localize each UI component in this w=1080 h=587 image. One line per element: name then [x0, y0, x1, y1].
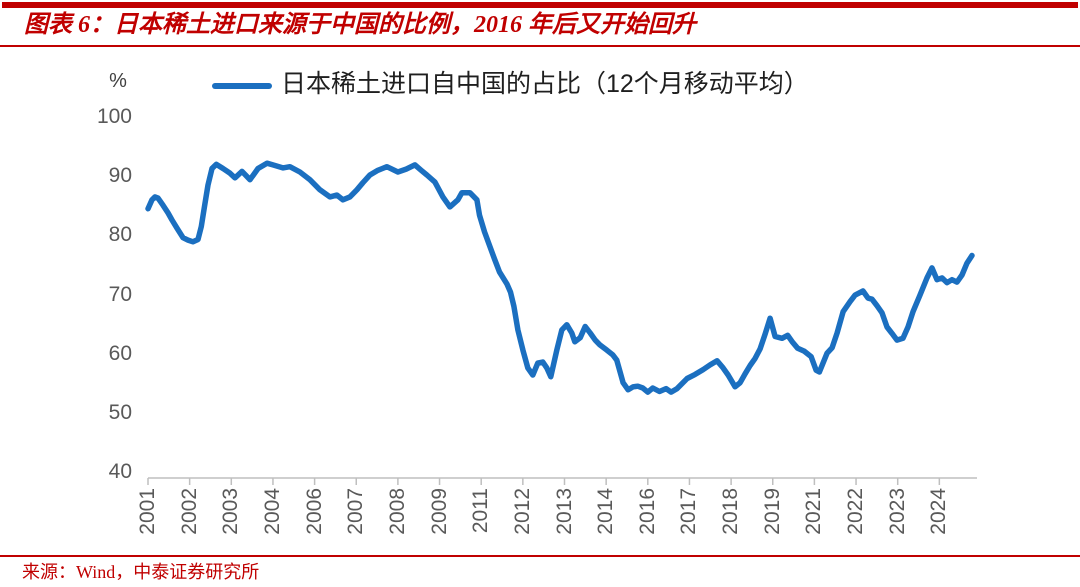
- y-tick-label-100: 100: [96, 105, 132, 128]
- x-tick-label-2024: 2024: [927, 488, 951, 535]
- x-tick-label-2021: 2021: [802, 488, 826, 535]
- x-tick-label-2014: 2014: [594, 488, 618, 535]
- x-tick-label-2023: 2023: [885, 488, 909, 535]
- x-tick-label-2002: 2002: [177, 488, 201, 535]
- x-tick-label-2011: 2011: [469, 488, 493, 534]
- x-tick-label-2008: 2008: [385, 488, 409, 535]
- x-tick-label-2019: 2019: [760, 488, 784, 535]
- x-tick-label-2012: 2012: [510, 488, 534, 535]
- figure-title: 图表 6：日本稀土进口来源于中国的比例，2016 年后又开始回升: [24, 12, 696, 38]
- x-tick-label-2007: 2007: [344, 488, 368, 535]
- y-tick-label-90: 90: [108, 164, 132, 188]
- title-underline-rule: [0, 45, 1080, 47]
- y-tick-label-80: 80: [108, 223, 132, 247]
- x-tick-label-2017: 2017: [677, 488, 701, 535]
- top-rule: [2, 2, 1078, 8]
- x-tick-label-2004: 2004: [260, 488, 284, 535]
- x-tick-label-2006: 2006: [302, 488, 326, 535]
- legend-line-swatch: [212, 83, 272, 89]
- source-note: 来源：Wind，中泰证券研究所: [22, 562, 260, 582]
- x-tick-label-2003: 2003: [219, 488, 243, 535]
- x-tick-label-2001: 2001: [136, 488, 159, 535]
- y-tick-label-40: 40: [108, 460, 132, 483]
- x-tick-label-2016: 2016: [635, 488, 659, 535]
- x-tick-label-2013: 2013: [552, 488, 576, 535]
- y-tick-label-50: 50: [108, 400, 132, 424]
- legend-series-label: 日本稀土进口自中国的占比（12个月移动平均）: [281, 70, 809, 98]
- bottom-rule: [0, 555, 1080, 557]
- x-tick-label-2009: 2009: [427, 488, 451, 535]
- y-tick-label-60: 60: [108, 341, 132, 365]
- x-tick-label-2018: 2018: [719, 488, 743, 535]
- y-axis-unit-label: %: [109, 70, 127, 92]
- series-line-japan-rare-earth-import-share: [145, 160, 975, 395]
- x-tick-label-2022: 2022: [844, 488, 868, 535]
- y-tick-label-70: 70: [108, 282, 132, 306]
